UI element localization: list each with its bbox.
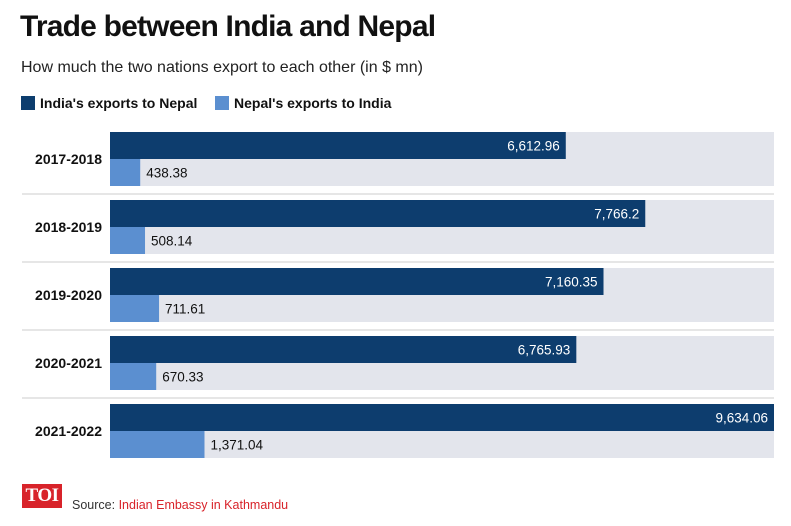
chart-title: Trade between India and Nepal [20,10,436,43]
category-label: 2018-2019 [35,219,102,235]
data-label-nepal: 670.33 [162,370,203,385]
bar-india-exports [110,336,577,363]
category-label: 2021-2022 [35,423,102,439]
data-label-india: 9,634.06 [715,411,768,426]
bar-nepal-exports [110,227,146,254]
legend-label-nepal: Nepal's exports to India [234,95,392,111]
bar-india-exports [110,132,566,159]
bar-nepal-exports [110,431,205,458]
bar-nepal-exports [110,295,160,322]
bar-india-exports [110,268,604,295]
data-label-nepal: 508.14 [151,234,193,249]
bar-india-exports [110,404,774,431]
toi-logo: TOI [22,484,62,508]
legend-label-india: India's exports to Nepal [40,95,198,111]
legend-swatch-nepal [215,96,229,110]
legend-swatch-india [21,96,35,110]
source-credit: Source: Indian Embassy in Kathmandu [72,498,288,512]
category-label: 2017-2018 [35,151,102,167]
source-name: Indian Embassy in Kathmandu [118,498,289,512]
source-prefix: Source: [72,498,116,512]
bar-india-exports [110,200,646,227]
data-label-nepal: 711.61 [165,302,205,317]
data-label-nepal: 1,371.04 [210,438,263,453]
data-label-india: 6,765.93 [518,343,571,358]
data-label-nepal: 438.38 [146,166,187,181]
bar-nepal-exports [110,363,157,390]
data-label-india: 7,160.35 [545,275,598,290]
category-label: 2020-2021 [35,355,102,371]
bar-nepal-exports [110,159,141,186]
category-label: 2019-2020 [35,287,102,303]
chart-subtitle: How much the two nations export to each … [21,59,423,76]
bar-chart: 2017-2018 6,612.96 438.38 2018-2019 7,766.2 5… [22,132,774,458]
data-label-india: 6,612.96 [507,139,560,154]
data-label-india: 7,766.2 [594,207,639,222]
